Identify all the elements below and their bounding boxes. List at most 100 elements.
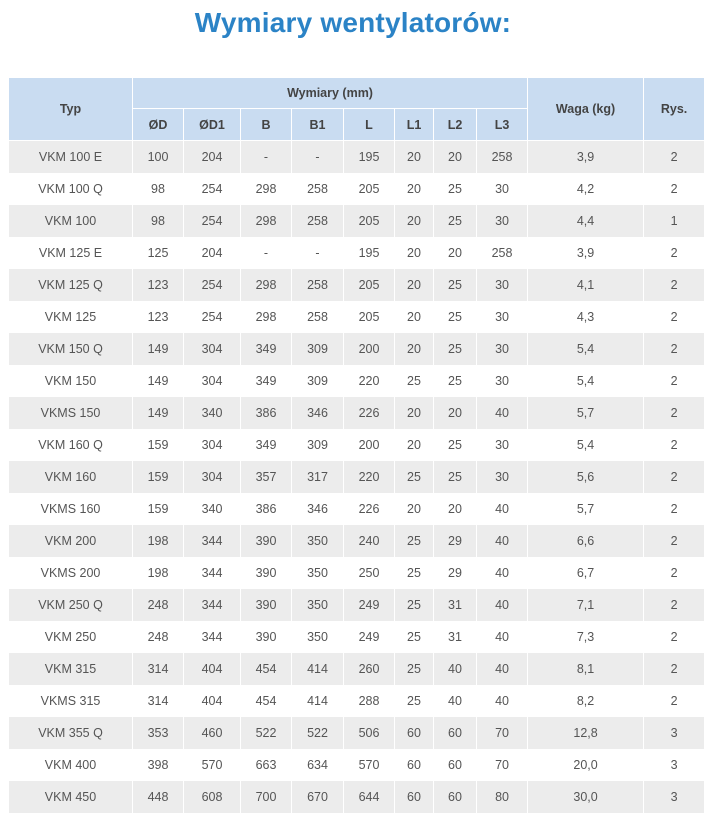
subheader-row: ØD ØD1 B B1 L L1 L2 L3 — [9, 108, 705, 141]
value-cell: 353 — [132, 717, 184, 749]
value-cell: - — [291, 140, 344, 173]
table-row: VKMS 160 159 340 386 346 226 20 20 40 5,7 2 — [8, 493, 706, 525]
subcolumn-header: ØD — [132, 108, 184, 141]
value-cell: 100 — [132, 140, 184, 173]
table-row: VKM 400 398 570 663 634 570 60 60 70 20,0 3 — [8, 749, 706, 781]
value-cell: 2 — [643, 237, 706, 269]
value-cell: 298 — [240, 301, 292, 333]
value-cell: 20 — [394, 397, 434, 429]
value-cell: 4,4 — [527, 205, 645, 237]
value-cell: 30 — [475, 269, 529, 301]
value-cell: 448 — [132, 781, 184, 813]
value-cell: 2 — [643, 173, 706, 205]
value-cell: 258 — [291, 205, 344, 237]
value-cell: 40 — [433, 685, 477, 717]
value-cell: 349 — [240, 365, 292, 397]
value-cell: 40 — [475, 557, 529, 589]
type-cell: VKMS 315 — [8, 685, 133, 717]
table-row: VKM 200 198 344 390 350 240 25 29 40 6,6 2 — [8, 525, 706, 557]
value-cell: 522 — [291, 717, 344, 749]
table-row: VKM 125 Q 123 254 298 258 205 20 25 30 4,1 2 — [8, 269, 706, 301]
value-cell: 5,4 — [527, 365, 645, 397]
value-cell: 20 — [433, 493, 477, 525]
type-cell: VKM 100 Q — [8, 173, 133, 205]
subcolumn-header: L2 — [433, 108, 477, 141]
value-cell: 30 — [475, 301, 529, 333]
value-cell: 6,6 — [527, 525, 645, 557]
value-cell: 60 — [394, 749, 434, 781]
value-cell: 205 — [343, 173, 395, 205]
value-cell: 390 — [240, 525, 292, 557]
value-cell: 198 — [132, 525, 184, 557]
value-cell: 25 — [433, 205, 477, 237]
table-body: VKM 100 E 100 204- -195 20 20 258 3,9 2 VKM 100 Q… — [8, 140, 706, 813]
value-cell: 205 — [343, 301, 395, 333]
value-cell: 200 — [343, 429, 395, 461]
value-cell: 149 — [132, 365, 184, 397]
value-cell: 2 — [643, 429, 706, 461]
value-cell: 4,1 — [527, 269, 645, 301]
table-row: VKM 160 Q 159 304 349 309 200 20 25 30 5,4 2 — [8, 429, 706, 461]
value-cell: 30 — [475, 205, 529, 237]
value-cell: - — [291, 237, 344, 269]
table-row: VKM 355 Q 353 460 522 522 506 60 60 70 12,8 3 — [8, 717, 706, 749]
value-cell: 570 — [183, 749, 241, 781]
value-cell: 4,2 — [527, 173, 645, 205]
value-cell: 570 — [343, 749, 395, 781]
subcolumn-header: ØD1 — [183, 108, 241, 141]
table-row: VKM 125 123 254 298 258 205 20 25 30 4,3 2 — [8, 301, 706, 333]
value-cell: 20 — [433, 237, 477, 269]
value-cell: 204 — [183, 140, 241, 173]
value-cell: 195 — [343, 140, 395, 173]
value-cell: 30,0 — [527, 781, 645, 813]
value-cell: 29 — [433, 525, 477, 557]
value-cell: 204 — [183, 237, 241, 269]
value-cell: 254 — [183, 205, 241, 237]
value-cell: 123 — [132, 301, 184, 333]
value-cell: 70 — [475, 717, 529, 749]
value-cell: 260 — [343, 653, 395, 685]
value-cell: 254 — [183, 269, 241, 301]
value-cell: 25 — [433, 429, 477, 461]
value-cell: 31 — [433, 621, 477, 653]
value-cell: 2 — [643, 653, 706, 685]
table-row: VKM 100 Q 98 254 298 258 205 20 25 30 4,2 2 — [8, 173, 706, 205]
subcolumn-header: L — [343, 108, 395, 141]
value-cell: 460 — [183, 717, 241, 749]
value-cell: 288 — [343, 685, 395, 717]
type-cell: VKM 125 E — [8, 237, 133, 269]
column-header: Wymiary (mm) — [131, 77, 529, 109]
value-cell: 349 — [240, 429, 292, 461]
type-cell: VKM 160 Q — [8, 429, 133, 461]
value-cell: 304 — [183, 333, 241, 365]
value-cell: 149 — [132, 397, 184, 429]
value-cell: 1 — [643, 205, 706, 237]
value-cell: 309 — [291, 365, 344, 397]
table-row: VKM 315 314 404 454 414 260 25 40 40 8,1 2 — [8, 653, 706, 685]
value-cell: 25 — [394, 525, 434, 557]
value-cell: 349 — [240, 333, 292, 365]
type-cell: VKM 400 — [8, 749, 133, 781]
type-cell: VKM 150 — [8, 365, 133, 397]
value-cell: 30 — [475, 461, 529, 493]
value-cell: 298 — [240, 269, 292, 301]
value-cell: 3,9 — [527, 237, 645, 269]
dimensions-table: Typ Wymiary (mm) Waga (kg) Rys. ØD ØD1 B B1… — [8, 77, 706, 813]
value-cell: 258 — [291, 173, 344, 205]
value-cell: 386 — [240, 493, 292, 525]
table-row: VKM 100 E 100 204- -195 20 20 258 3,9 2 — [8, 140, 706, 173]
value-cell: 25 — [433, 173, 477, 205]
type-cell: VKM 150 Q — [8, 333, 133, 365]
value-cell: 5,7 — [527, 397, 645, 429]
value-cell: 3 — [643, 717, 706, 749]
value-cell: 258 — [291, 301, 344, 333]
value-cell: 123 — [132, 269, 184, 301]
value-cell: 404 — [183, 685, 241, 717]
value-cell: 20 — [394, 493, 434, 525]
value-cell: 25 — [394, 685, 434, 717]
type-cell: VKM 125 Q — [8, 269, 133, 301]
value-cell: 304 — [183, 461, 241, 493]
value-cell: 5,4 — [527, 429, 645, 461]
value-cell: 30 — [475, 429, 529, 461]
